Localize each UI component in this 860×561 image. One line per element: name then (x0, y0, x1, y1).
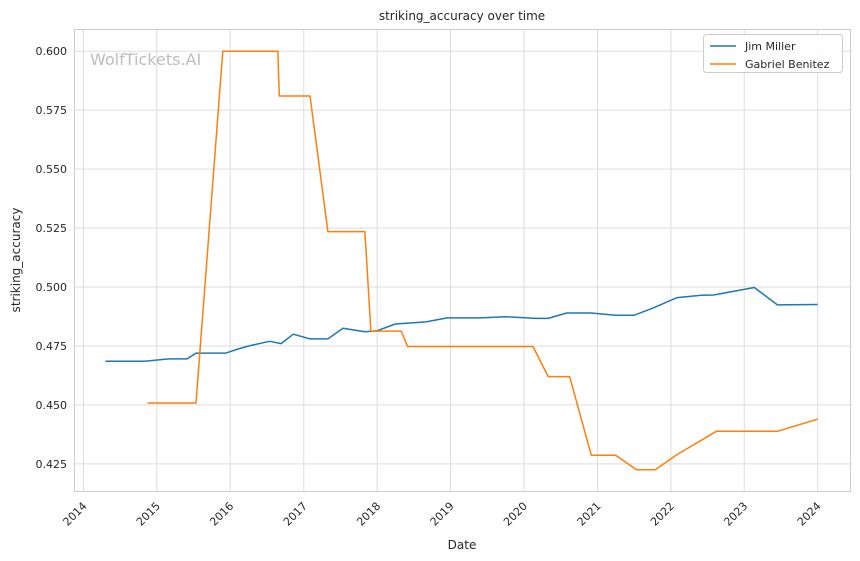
x-tick-label: 2015 (134, 500, 163, 529)
y-tick-label: 0.600 (36, 45, 68, 58)
x-tick-labels: 2014 2015 2016 2017 2018 2019 2020 2021 2022 2023… (61, 500, 824, 529)
y-axis-title: striking_accuracy (9, 208, 23, 313)
x-tick-label: 2017 (281, 500, 310, 529)
legend-label: Jim Miller (744, 40, 796, 53)
y-tick-label: 0.450 (36, 399, 68, 412)
grid-lines (75, 30, 850, 491)
y-tick-label: 0.500 (36, 281, 68, 294)
legend-box (703, 34, 843, 73)
x-tick-label: 2022 (648, 500, 677, 529)
y-tick-label: 0.575 (36, 104, 68, 117)
x-tick-label: 2021 (575, 500, 604, 529)
series-lines (105, 50, 818, 471)
x-tick-label: 2024 (795, 500, 824, 529)
x-axis-title: Date (448, 538, 477, 552)
x-tick-label: 2018 (354, 500, 383, 529)
series-line-gabriel-benitez (147, 50, 818, 471)
legend: Jim Miller Gabriel Benitez (703, 34, 843, 73)
chart-title: striking_accuracy over time (379, 9, 545, 23)
x-tick-label: 2014 (61, 500, 90, 529)
y-tick-label: 0.425 (36, 458, 68, 471)
y-tick-label: 0.475 (36, 340, 68, 353)
x-tick-label: 2016 (207, 500, 236, 529)
x-tick-label: 2023 (721, 500, 750, 529)
x-tick-label: 2019 (428, 500, 457, 529)
y-tick-label: 0.550 (36, 163, 68, 176)
y-tick-label: 0.525 (36, 222, 68, 235)
y-tick-labels: 0.425 0.450 0.475 0.500 0.525 0.550 0.575 0.600 (36, 45, 68, 471)
watermark: WolfTickets.AI (90, 50, 201, 69)
series-line-jim-miller (105, 286, 818, 363)
plot-area-frame (74, 29, 851, 492)
legend-label: Gabriel Benitez (745, 58, 830, 71)
x-tick-label: 2020 (501, 500, 530, 529)
